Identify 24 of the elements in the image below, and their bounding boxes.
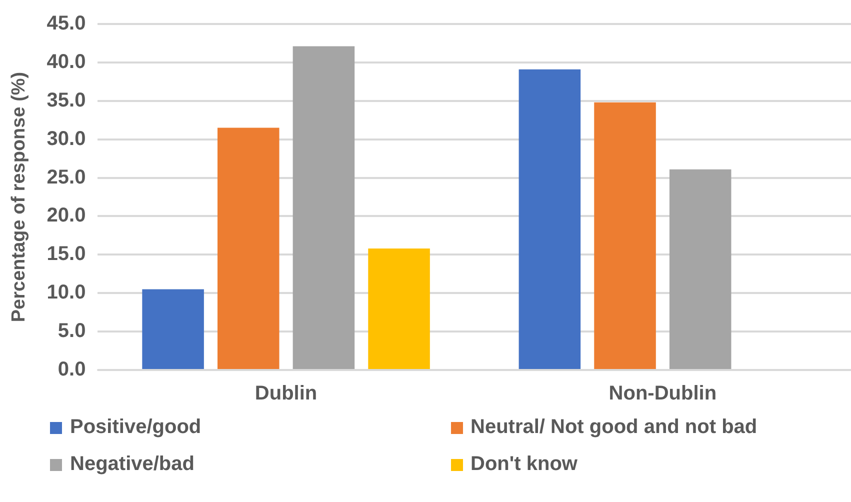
y-tick-label: 15.0 [46, 243, 86, 266]
bar [594, 102, 656, 369]
y-axis-title: Percentage of response (%) [8, 72, 30, 322]
y-tick-label: 0.0 [58, 358, 86, 381]
y-tick-label: 45.0 [46, 12, 86, 35]
bar [142, 289, 204, 369]
y-tick-label: 30.0 [46, 128, 86, 150]
bar [292, 46, 355, 369]
legend-label: Positive/good [70, 416, 202, 439]
y-tick-label: 10.0 [46, 282, 86, 304]
y-tick-label: 35.0 [46, 89, 86, 112]
x-tick-label: Dublin [254, 382, 318, 405]
bar [518, 69, 581, 369]
y-tick-label: 20.0 [46, 204, 86, 227]
bar [669, 169, 732, 369]
y-tick-label: 25.0 [46, 166, 86, 188]
bar [368, 248, 430, 369]
legend-label: Neutral/ Not good and not bad [470, 416, 758, 439]
x-tick-label: Non-Dublin [608, 382, 717, 405]
legend-label: Don't know [470, 453, 578, 476]
y-tick-label: 40.0 [46, 50, 86, 73]
legend-label: Negative/bad [70, 453, 194, 476]
y-tick-label: 5.0 [58, 320, 86, 342]
bar [217, 128, 280, 369]
